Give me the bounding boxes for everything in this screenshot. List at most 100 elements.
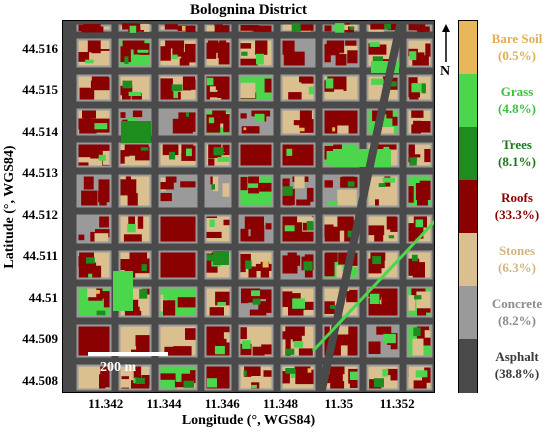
tree-patch [421,83,426,94]
roof-building [376,326,392,335]
roof-building [160,182,174,190]
grass-patch [284,225,295,232]
roof-building [212,110,226,122]
roof-building [120,112,126,118]
roof-building [378,193,388,206]
roof-building [336,265,348,278]
roof-building [94,149,110,156]
roof-building [414,262,425,278]
tree-patch [185,112,189,117]
roof-building [88,158,103,166]
legend-class-percent: (8.1%) [498,153,536,169]
lon-tick-label: 11.35 [324,396,354,411]
roof-building [184,43,196,56]
grass-patch [209,219,215,227]
grass-patch [88,273,93,278]
roof-building [240,265,246,273]
roof-building [254,182,272,192]
roof-building [103,331,110,347]
roof-building [172,40,184,57]
roof-building [288,305,304,316]
roof-building [240,327,247,340]
roof-building [368,341,381,354]
roof-building [215,78,230,90]
roof-building [206,328,217,334]
roof-building [219,366,225,378]
roof-building [424,330,431,338]
bare-soil-patch [182,26,186,31]
roof-building [94,291,110,299]
tree-patch [391,81,397,87]
legend-class-name: Asphalt [495,348,539,364]
roof-building [137,216,144,229]
legend-swatch [459,233,477,287]
roof-building [133,40,145,55]
roof-building [222,183,230,197]
roof-building [208,158,215,166]
roof-building [327,76,343,83]
park-trees [121,121,151,143]
roof-building [120,179,137,196]
roof-building [206,253,213,269]
roof-building [99,367,110,380]
roof-building [390,269,398,276]
tree-patch [96,310,106,316]
legend-class-percent: (38.8%) [494,365,540,381]
tree-patch [372,56,383,63]
roof-building [83,176,94,190]
roof-building [214,366,225,372]
roof-building [206,370,214,379]
roof-building [122,40,132,48]
roof-building [299,125,314,133]
roof-building [258,301,267,316]
tree-patch [373,378,384,388]
roof-building [282,291,288,304]
roof-building [240,43,252,49]
tree-patch [211,184,215,190]
tree-patch [414,295,422,300]
roof-building [173,346,192,356]
grass-patch [411,83,424,93]
roof-building [179,58,190,66]
north-label: N [440,64,451,79]
park-grass [113,271,133,311]
roof-building [244,216,261,230]
roof-building [241,288,249,304]
grass-patch [382,369,389,377]
legend-swatch [459,21,477,75]
tree-patch [206,254,214,261]
roof-building [282,110,300,121]
roof-building [380,127,394,134]
grass-patch [308,86,314,95]
roof-building [128,216,135,228]
grass-patch [254,113,265,122]
tree-patch [183,380,195,388]
roof-building [140,23,150,30]
roof-building [220,149,230,156]
roof-building [213,326,224,343]
tree-patch [378,183,386,187]
roof-building [324,301,335,314]
roof-building [282,219,298,229]
grass-patch [208,117,215,124]
roof-building [240,25,259,31]
roof-building [413,379,427,389]
roof-building [343,45,358,54]
roof-building [222,144,230,153]
roof-building [189,79,196,90]
roof-building [251,110,271,117]
roof-building [185,25,196,33]
roof-building [414,270,424,278]
roof-building [324,224,334,238]
roof-building [91,40,101,54]
roof-building [417,199,428,206]
roof-building [253,26,272,32]
lon-tick-label: 11.346 [204,396,240,411]
legend-class-percent: (8.2%) [498,312,536,328]
roof-building [171,76,182,92]
roof-building [164,24,178,30]
roof-building [160,46,171,61]
tree-patch [141,264,147,271]
roof-building [180,116,196,132]
legend-entry: Asphalt (38.8%) [484,348,550,382]
